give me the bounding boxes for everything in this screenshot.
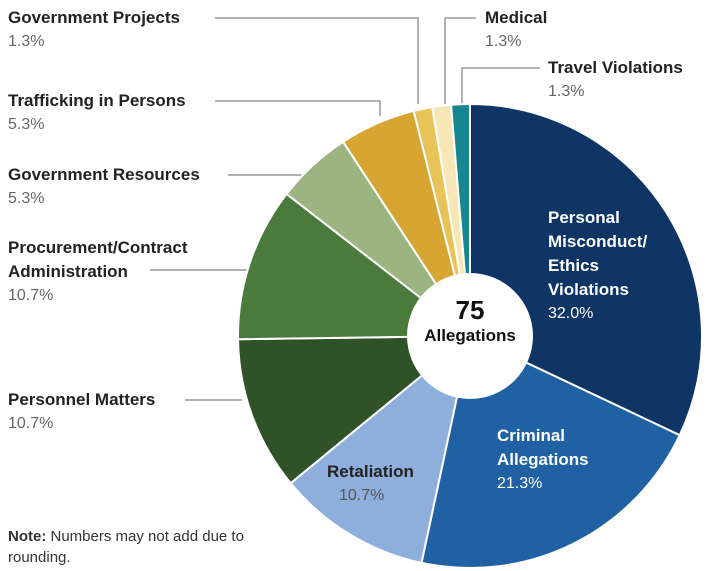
value-label: 1.3% bbox=[485, 33, 522, 50]
slice-label: Government Resources 5.3% bbox=[8, 163, 238, 211]
note: Note: Numbers may not add due to roundin… bbox=[8, 526, 278, 568]
pie-slice bbox=[237, 192, 473, 341]
category-name: Personal Misconduct/ Ethics Violations bbox=[548, 208, 648, 299]
category-name: Retaliation bbox=[327, 462, 414, 481]
note-label: Note: bbox=[8, 528, 47, 545]
slice-label: Retaliation 10.7% bbox=[327, 460, 447, 508]
total: 75 bbox=[455, 295, 485, 325]
value-label: 10.7% bbox=[8, 415, 54, 432]
slice-label: Medical 1.3% bbox=[485, 6, 585, 54]
center-label: 75 Allegations bbox=[408, 295, 532, 347]
slice-label: Personnel Matters 10.7% bbox=[8, 388, 198, 436]
value-label: 32.0% bbox=[548, 305, 594, 322]
slice-label: Travel Violations 1.3% bbox=[548, 56, 706, 104]
donut-hole bbox=[407, 273, 533, 399]
category-name: Personnel Matters bbox=[8, 390, 156, 409]
leader-line bbox=[444, 17, 476, 104]
value-label: 5.3% bbox=[8, 116, 45, 133]
category-name: Procurement/Contract Administration bbox=[8, 238, 188, 281]
value-label: 5.3% bbox=[8, 190, 45, 207]
value-label: 1.3% bbox=[548, 83, 585, 100]
slice-label: Criminal Allegations 21.3% bbox=[497, 424, 617, 496]
note-text: Numbers may not add due to rounding. bbox=[8, 528, 244, 566]
pie-slice bbox=[289, 333, 472, 565]
leader-line bbox=[215, 17, 419, 104]
slice-label: Personal Misconduct/ Ethics Violations 32… bbox=[548, 206, 673, 326]
value-label: 10.7% bbox=[339, 487, 385, 504]
value-label: 1.3% bbox=[8, 33, 45, 50]
leader-line bbox=[215, 100, 381, 116]
total-label: Allegations bbox=[424, 326, 516, 345]
slice-label: Trafficking in Persons 5.3% bbox=[8, 89, 238, 137]
leader-line bbox=[461, 67, 540, 104]
value-label: 10.7% bbox=[8, 287, 54, 304]
leader-lines bbox=[150, 17, 540, 401]
slice-label: Government Projects 1.3% bbox=[8, 6, 238, 54]
category-name: Trafficking in Persons bbox=[8, 91, 186, 110]
value-label: 21.3% bbox=[497, 475, 543, 492]
category-name: Medical bbox=[485, 8, 548, 27]
category-name: Travel Violations bbox=[548, 58, 683, 77]
category-name: Government Resources bbox=[8, 165, 200, 184]
pie-slice bbox=[237, 334, 473, 485]
slice-label: Procurement/Contract Administration 10.7% bbox=[8, 236, 248, 308]
category-name: Criminal Allegations bbox=[497, 426, 589, 469]
category-name: Government Projects bbox=[8, 8, 180, 27]
